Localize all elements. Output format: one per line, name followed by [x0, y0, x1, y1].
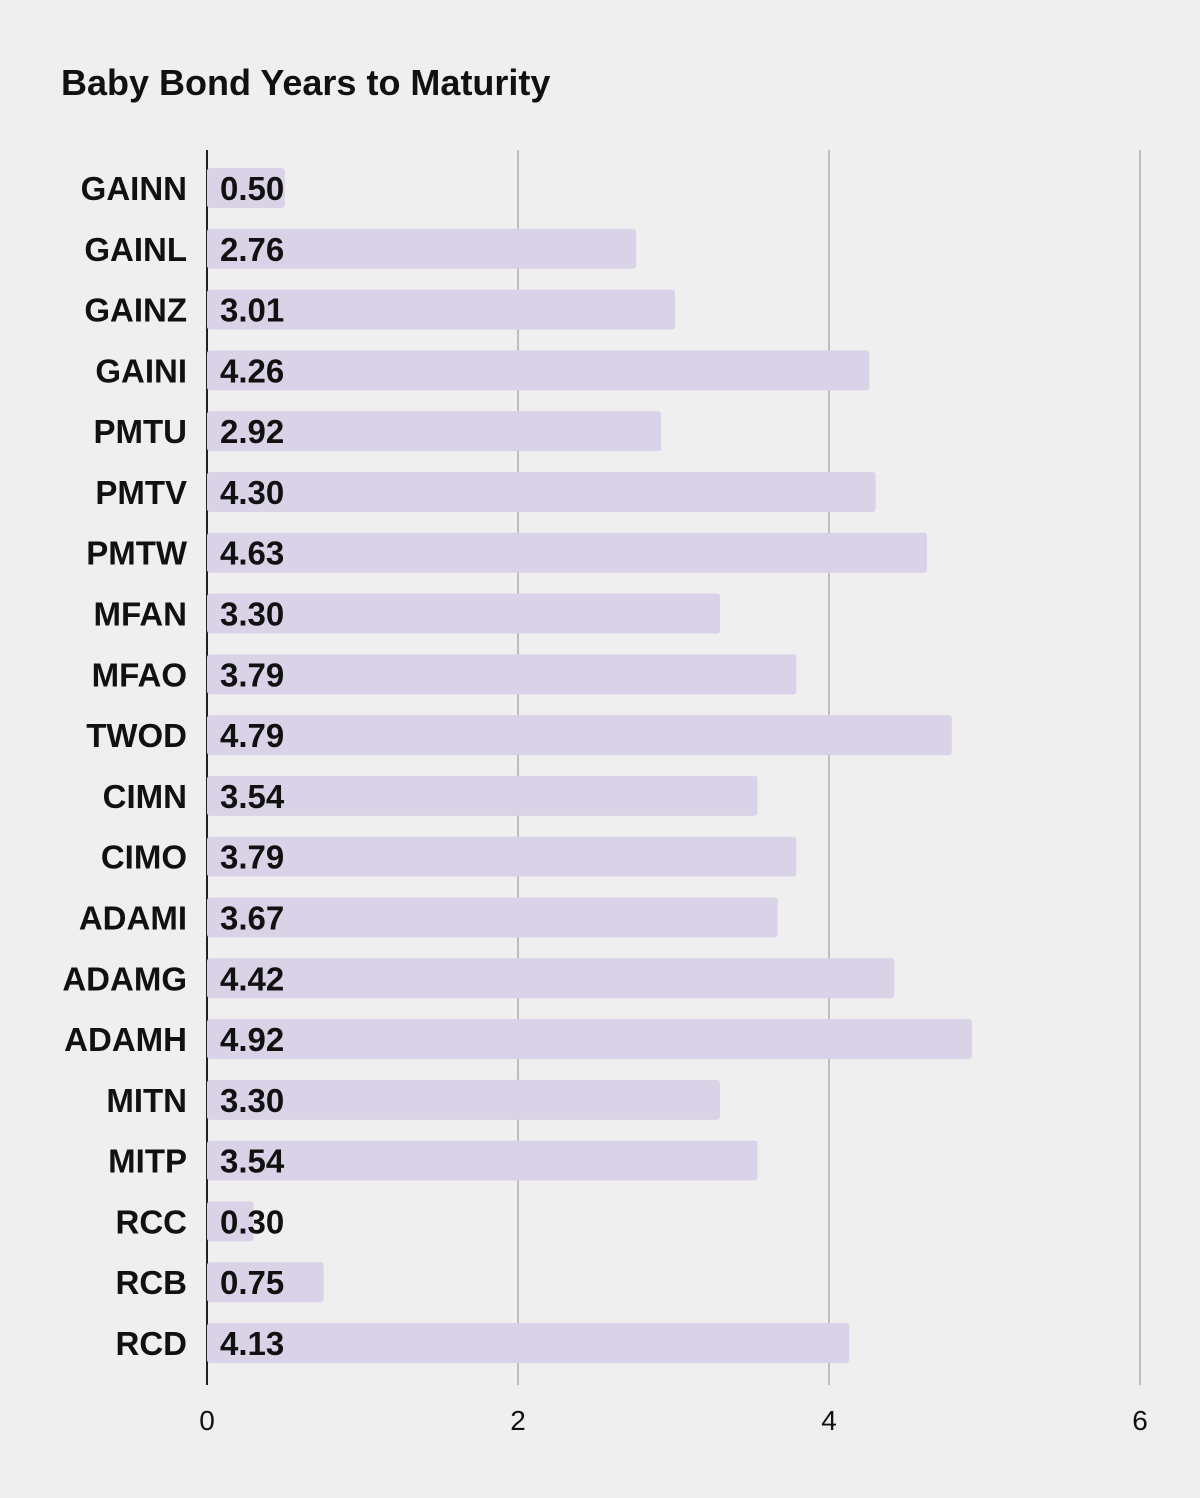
x-tick-label: 6 — [1132, 1405, 1148, 1436]
category-label: ADAMI — [79, 899, 187, 936]
bar — [207, 289, 676, 330]
value-label: 4.26 — [220, 352, 284, 389]
bar — [207, 775, 758, 816]
value-label: 3.30 — [220, 1082, 284, 1119]
x-tick-label: 0 — [199, 1405, 215, 1436]
bar — [207, 168, 285, 208]
value-label: 4.42 — [220, 960, 284, 997]
value-label: 3.01 — [220, 292, 284, 329]
value-label: 2.92 — [220, 413, 284, 450]
bar — [207, 471, 876, 512]
value-label: 3.54 — [220, 1143, 285, 1180]
category-label: TWOD — [86, 717, 187, 754]
value-label: 4.30 — [220, 474, 284, 511]
bar — [207, 836, 797, 877]
category-label: RCC — [116, 1203, 188, 1240]
value-label: 4.13 — [220, 1325, 284, 1362]
category-label: PMTW — [86, 535, 188, 572]
category-label: PMTV — [95, 474, 187, 511]
bar — [207, 715, 952, 756]
value-label: 3.54 — [220, 778, 285, 815]
category-label: MFAO — [92, 656, 187, 693]
category-label: RCB — [116, 1264, 188, 1301]
category-label: GAINN — [81, 170, 187, 207]
category-label: CIMN — [103, 778, 187, 815]
bar — [207, 1323, 850, 1363]
bar — [207, 958, 895, 999]
bar — [207, 228, 637, 269]
bar — [207, 1201, 254, 1242]
category-label: MITN — [106, 1082, 187, 1119]
value-label: 0.50 — [220, 170, 284, 207]
bar — [207, 1262, 324, 1303]
category-label: GAINL — [84, 231, 187, 268]
category-label: PMTU — [94, 413, 188, 450]
category-label: GAINI — [95, 352, 187, 389]
bar — [207, 1019, 973, 1060]
bar — [207, 897, 778, 938]
bar — [207, 411, 662, 452]
category-label: RCD — [116, 1325, 188, 1362]
bar — [207, 532, 927, 573]
value-label: 0.30 — [220, 1203, 284, 1240]
value-label: 3.67 — [220, 899, 284, 936]
bar — [207, 593, 721, 634]
x-tick-label: 2 — [510, 1405, 526, 1436]
value-label: 4.79 — [220, 717, 284, 754]
category-label: ADAMG — [62, 960, 187, 997]
bar — [207, 654, 797, 695]
x-tick-label: 4 — [821, 1405, 837, 1436]
value-label: 0.75 — [220, 1264, 284, 1301]
category-label: ADAMH — [64, 1021, 187, 1058]
category-label: MFAN — [94, 596, 188, 633]
chart-title: Baby Bond Years to Maturity — [61, 62, 551, 103]
value-label: 3.79 — [220, 656, 284, 693]
category-label: GAINZ — [84, 292, 187, 329]
value-label: 4.63 — [220, 535, 284, 572]
value-label: 3.30 — [220, 596, 284, 633]
bar — [207, 1079, 721, 1120]
category-label: MITP — [108, 1143, 187, 1180]
bar — [207, 1140, 758, 1181]
value-label: 4.92 — [220, 1021, 284, 1058]
bar — [207, 350, 870, 391]
category-label: CIMO — [101, 839, 187, 876]
value-label: 3.79 — [220, 839, 284, 876]
value-label: 2.76 — [220, 231, 284, 268]
